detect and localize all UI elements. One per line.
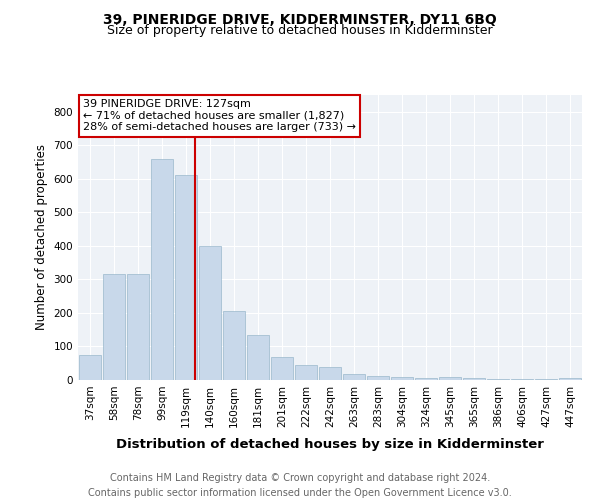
Bar	[151, 158, 173, 380]
Bar	[79, 355, 101, 380]
Text: 39, PINERIDGE DRIVE, KIDDERMINSTER, DY11 6BQ: 39, PINERIDGE DRIVE, KIDDERMINSTER, DY11…	[103, 12, 497, 26]
Bar	[271, 356, 293, 380]
Bar	[247, 334, 269, 380]
Bar	[295, 365, 317, 380]
Y-axis label: Number of detached properties: Number of detached properties	[35, 144, 48, 330]
Bar	[319, 368, 341, 380]
Text: Size of property relative to detached houses in Kidderminster: Size of property relative to detached ho…	[107, 24, 493, 37]
X-axis label: Distribution of detached houses by size in Kidderminster: Distribution of detached houses by size …	[116, 438, 544, 451]
Bar	[343, 374, 365, 380]
Text: Contains HM Land Registry data © Crown copyright and database right 2024.
Contai: Contains HM Land Registry data © Crown c…	[88, 472, 512, 498]
Bar	[487, 379, 509, 380]
Bar	[559, 378, 581, 380]
Bar	[199, 246, 221, 380]
Bar	[439, 378, 461, 380]
Text: 39 PINERIDGE DRIVE: 127sqm
← 71% of detached houses are smaller (1,827)
28% of s: 39 PINERIDGE DRIVE: 127sqm ← 71% of deta…	[83, 100, 356, 132]
Bar	[223, 312, 245, 380]
Bar	[175, 176, 197, 380]
Bar	[415, 378, 437, 380]
Bar	[391, 376, 413, 380]
Bar	[103, 274, 125, 380]
Bar	[127, 274, 149, 380]
Bar	[367, 376, 389, 380]
Bar	[463, 378, 485, 380]
